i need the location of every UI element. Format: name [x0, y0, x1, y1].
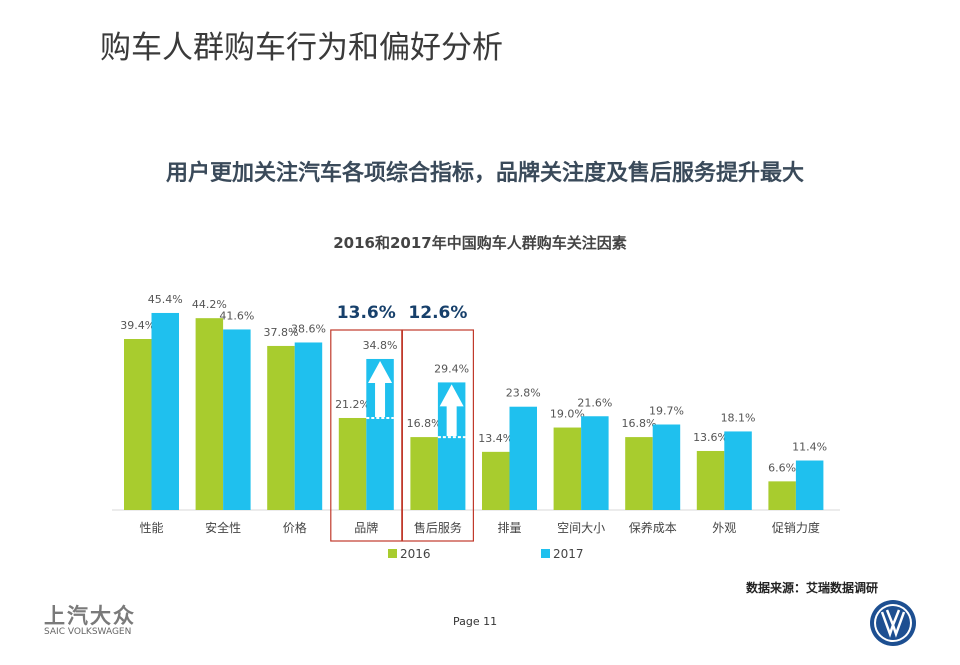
data-label: 41.6%	[219, 309, 254, 322]
data-label: 18.1%	[721, 411, 756, 424]
highlight-box	[330, 329, 403, 542]
bar-2016	[625, 437, 653, 510]
chart-title: 2016和2017年中国购车人群购车关注因素	[333, 234, 627, 252]
data-label: 21.6%	[577, 396, 612, 409]
saic-logo-subtext: SAIC VOLKSWAGEN	[44, 627, 132, 637]
legend-swatch-2016	[388, 549, 397, 558]
bar-2017	[509, 406, 537, 510]
bar-2016	[696, 450, 725, 510]
data-label: 39.4%	[120, 319, 155, 332]
data-label: 6.6%	[768, 461, 796, 474]
bar-2016	[482, 451, 510, 510]
bar-2017	[724, 431, 752, 510]
bar-2016	[124, 339, 152, 510]
bar-2016	[267, 345, 295, 510]
bar-2016	[195, 318, 224, 510]
category-label: 促销力度	[772, 520, 820, 535]
bar-2016	[410, 437, 438, 510]
category-label: 空间大小	[557, 521, 605, 535]
legend-label: 2017	[553, 547, 584, 561]
legend-label: 2016	[400, 547, 431, 561]
increase-label: 12.6%	[408, 303, 467, 323]
data-label: 38.6%	[291, 322, 326, 335]
subtitle: 用户更加关注汽车各项综合指标，品牌关注度及售后服务提升最大	[165, 161, 804, 186]
category-label: 性能	[139, 521, 163, 535]
data-label: 44.2%	[192, 298, 227, 311]
data-source: 数据来源：艾瑞数据调研	[745, 581, 878, 595]
bar-2016	[768, 481, 796, 510]
bar-2016	[553, 427, 582, 510]
data-label: 13.4%	[478, 432, 513, 445]
page-number: Page 11	[453, 615, 498, 628]
data-label: 19.0%	[550, 408, 585, 421]
bar-2017	[294, 342, 323, 510]
category-label: 保养成本	[629, 520, 677, 535]
bar-2017	[652, 424, 681, 510]
bar-2017	[151, 312, 179, 510]
category-label: 排量	[497, 521, 521, 535]
category-label: 品牌	[354, 521, 378, 535]
data-label: 16.8%	[621, 417, 656, 430]
data-label: 29.4%	[434, 362, 469, 375]
category-label: 外观	[712, 521, 736, 535]
increase-arrow-icon	[439, 384, 464, 437]
data-label: 21.2%	[335, 398, 370, 411]
saic-logo-text: 上汽大众	[44, 604, 136, 628]
page-title: 购车人群购车行为和偏好分析	[100, 30, 503, 66]
legend-swatch-2017	[541, 549, 550, 558]
data-label: 34.8%	[363, 339, 398, 352]
bar-2017	[581, 416, 609, 510]
category-label: 安全性	[205, 520, 241, 535]
data-label: 16.8%	[407, 417, 442, 430]
bar-2016	[338, 417, 367, 510]
data-label: 45.4%	[148, 293, 183, 306]
increase-arrow-icon	[368, 360, 393, 417]
data-label: 11.4%	[792, 441, 827, 454]
data-label: 13.6%	[693, 431, 728, 444]
data-label: 23.8%	[506, 387, 541, 400]
vw-logo-icon	[870, 600, 916, 646]
data-label: 19.7%	[649, 405, 684, 418]
data-label: 37.8%	[263, 326, 298, 339]
category-label: 售后服务	[414, 520, 462, 535]
bar-2017	[795, 460, 824, 510]
highlight-box	[401, 329, 474, 542]
increase-label: 13.6%	[337, 303, 396, 323]
bar-2017	[223, 329, 251, 510]
category-label: 价格	[283, 520, 307, 535]
